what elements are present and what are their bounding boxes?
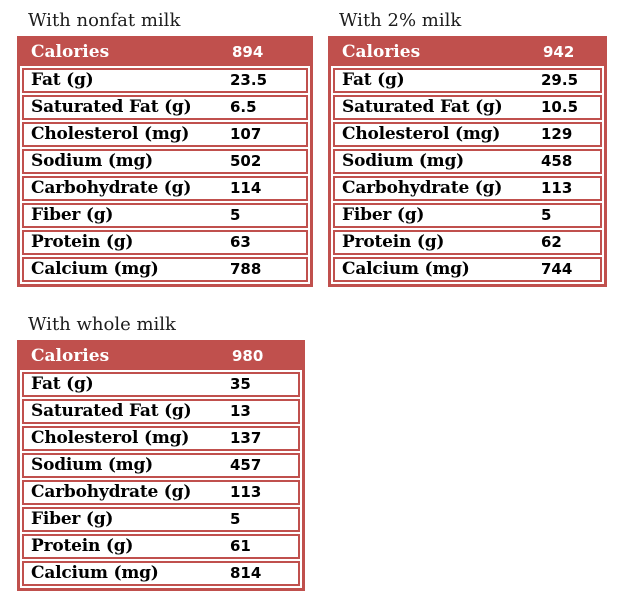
table-row: Cholesterol (mg) 129 <box>333 122 602 147</box>
table-row: Carbohydrate (g) 114 <box>22 176 308 201</box>
row-label: Saturated Fat (g) <box>31 97 192 117</box>
table-rows: Fat (g) 23.5 Saturated Fat (g) 6.5 Cholester… <box>20 68 310 282</box>
table-header-row: Calories 980 <box>20 343 302 370</box>
row-value: 107 <box>230 125 262 143</box>
row-value: 13 <box>230 402 251 420</box>
table-row: Fat (g) 35 <box>22 372 300 397</box>
row-label: Carbohydrate (g) <box>31 482 192 502</box>
header-value: 894 <box>232 43 264 61</box>
table-row: Protein (g) 61 <box>22 534 300 559</box>
row-value: 129 <box>541 125 573 143</box>
table-box: Calories 894 Fat (g) 23.5 Saturated Fat (g… <box>17 36 313 287</box>
table-box: Calories 942 Fat (g) 29.5 Saturated Fat (g… <box>328 36 607 287</box>
row-label: Calcium (mg) <box>31 259 159 279</box>
table-row: Fiber (g) 5 <box>22 507 300 532</box>
row-value: 5 <box>541 206 552 224</box>
table-row: Sodium (mg) 502 <box>22 149 308 174</box>
table-rows: Fat (g) 29.5 Saturated Fat (g) 10.5 Choleste… <box>331 68 604 282</box>
table-box: Calories 980 Fat (g) 35 Saturated Fat (g) 1… <box>17 340 305 591</box>
table-row: Fat (g) 29.5 <box>333 68 602 93</box>
nutrition-table: With whole milk Calories 980 Fat (g) 35 Sa… <box>17 312 305 591</box>
header-label: Calories <box>31 42 110 62</box>
table-row: Sodium (mg) 457 <box>22 453 300 478</box>
row-value: 113 <box>230 483 262 501</box>
row-value: 62 <box>541 233 562 251</box>
row-value: 137 <box>230 429 262 447</box>
table-row: Carbohydrate (g) 113 <box>22 480 300 505</box>
row-value: 29.5 <box>541 71 579 89</box>
row-label: Fiber (g) <box>31 205 114 225</box>
table-rows: Fat (g) 35 Saturated Fat (g) 13 Cholesterol … <box>20 372 302 586</box>
header-label: Calories <box>342 42 421 62</box>
row-value: 458 <box>541 152 573 170</box>
table-header-row: Calories 894 <box>20 39 310 66</box>
row-label: Protein (g) <box>342 232 445 252</box>
row-value: 502 <box>230 152 262 170</box>
row-label: Cholesterol (mg) <box>31 124 190 144</box>
table-row: Calcium (mg) 788 <box>22 257 308 282</box>
row-label: Fat (g) <box>31 70 94 90</box>
row-label: Sodium (mg) <box>342 151 464 171</box>
row-label: Fat (g) <box>31 374 94 394</box>
table-row: Carbohydrate (g) 113 <box>333 176 602 201</box>
row-value: 788 <box>230 260 262 278</box>
row-label: Protein (g) <box>31 232 134 252</box>
row-label: Calcium (mg) <box>342 259 470 279</box>
table-row: Saturated Fat (g) 6.5 <box>22 95 308 120</box>
row-label: Cholesterol (mg) <box>342 124 501 144</box>
table-row: Sodium (mg) 458 <box>333 149 602 174</box>
row-value: 5 <box>230 510 241 528</box>
table-row: Cholesterol (mg) 137 <box>22 426 300 451</box>
row-value: 23.5 <box>230 71 268 89</box>
row-label: Carbohydrate (g) <box>31 178 192 198</box>
nutrition-table: With nonfat milk Calories 894 Fat (g) 23.… <box>17 8 313 287</box>
row-label: Saturated Fat (g) <box>342 97 503 117</box>
row-label: Fiber (g) <box>342 205 425 225</box>
header-value: 980 <box>232 347 264 365</box>
table-row: Fiber (g) 5 <box>22 203 308 228</box>
row-label: Fat (g) <box>342 70 405 90</box>
row-value: 10.5 <box>541 98 579 116</box>
table-row: Fiber (g) 5 <box>333 203 602 228</box>
table-row: Protein (g) 62 <box>333 230 602 255</box>
row-label: Cholesterol (mg) <box>31 428 190 448</box>
row-value: 63 <box>230 233 251 251</box>
table-row: Saturated Fat (g) 10.5 <box>333 95 602 120</box>
table-header-row: Calories 942 <box>331 39 604 66</box>
row-value: 6.5 <box>230 98 257 116</box>
header-value: 942 <box>543 43 575 61</box>
table-title: With 2% milk <box>339 10 462 31</box>
table-row: Calcium (mg) 744 <box>333 257 602 282</box>
row-label: Protein (g) <box>31 536 134 556</box>
table-row: Cholesterol (mg) 107 <box>22 122 308 147</box>
table-row: Protein (g) 63 <box>22 230 308 255</box>
table-title: With nonfat milk <box>28 10 181 31</box>
row-value: 744 <box>541 260 573 278</box>
table-row: Fat (g) 23.5 <box>22 68 308 93</box>
row-value: 113 <box>541 179 573 197</box>
row-value: 814 <box>230 564 262 582</box>
row-value: 5 <box>230 206 241 224</box>
row-value: 114 <box>230 179 262 197</box>
row-label: Sodium (mg) <box>31 151 153 171</box>
nutrition-table: With 2% milk Calories 942 Fat (g) 29.5 Sat… <box>328 8 607 287</box>
table-row: Saturated Fat (g) 13 <box>22 399 300 424</box>
row-label: Fiber (g) <box>31 509 114 529</box>
header-label: Calories <box>31 346 110 366</box>
table-title: With whole milk <box>28 314 176 335</box>
row-value: 61 <box>230 537 251 555</box>
row-value: 35 <box>230 375 251 393</box>
row-label: Sodium (mg) <box>31 455 153 475</box>
table-row: Calcium (mg) 814 <box>22 561 300 586</box>
row-label: Carbohydrate (g) <box>342 178 503 198</box>
row-label: Calcium (mg) <box>31 563 159 583</box>
row-value: 457 <box>230 456 262 474</box>
row-label: Saturated Fat (g) <box>31 401 192 421</box>
